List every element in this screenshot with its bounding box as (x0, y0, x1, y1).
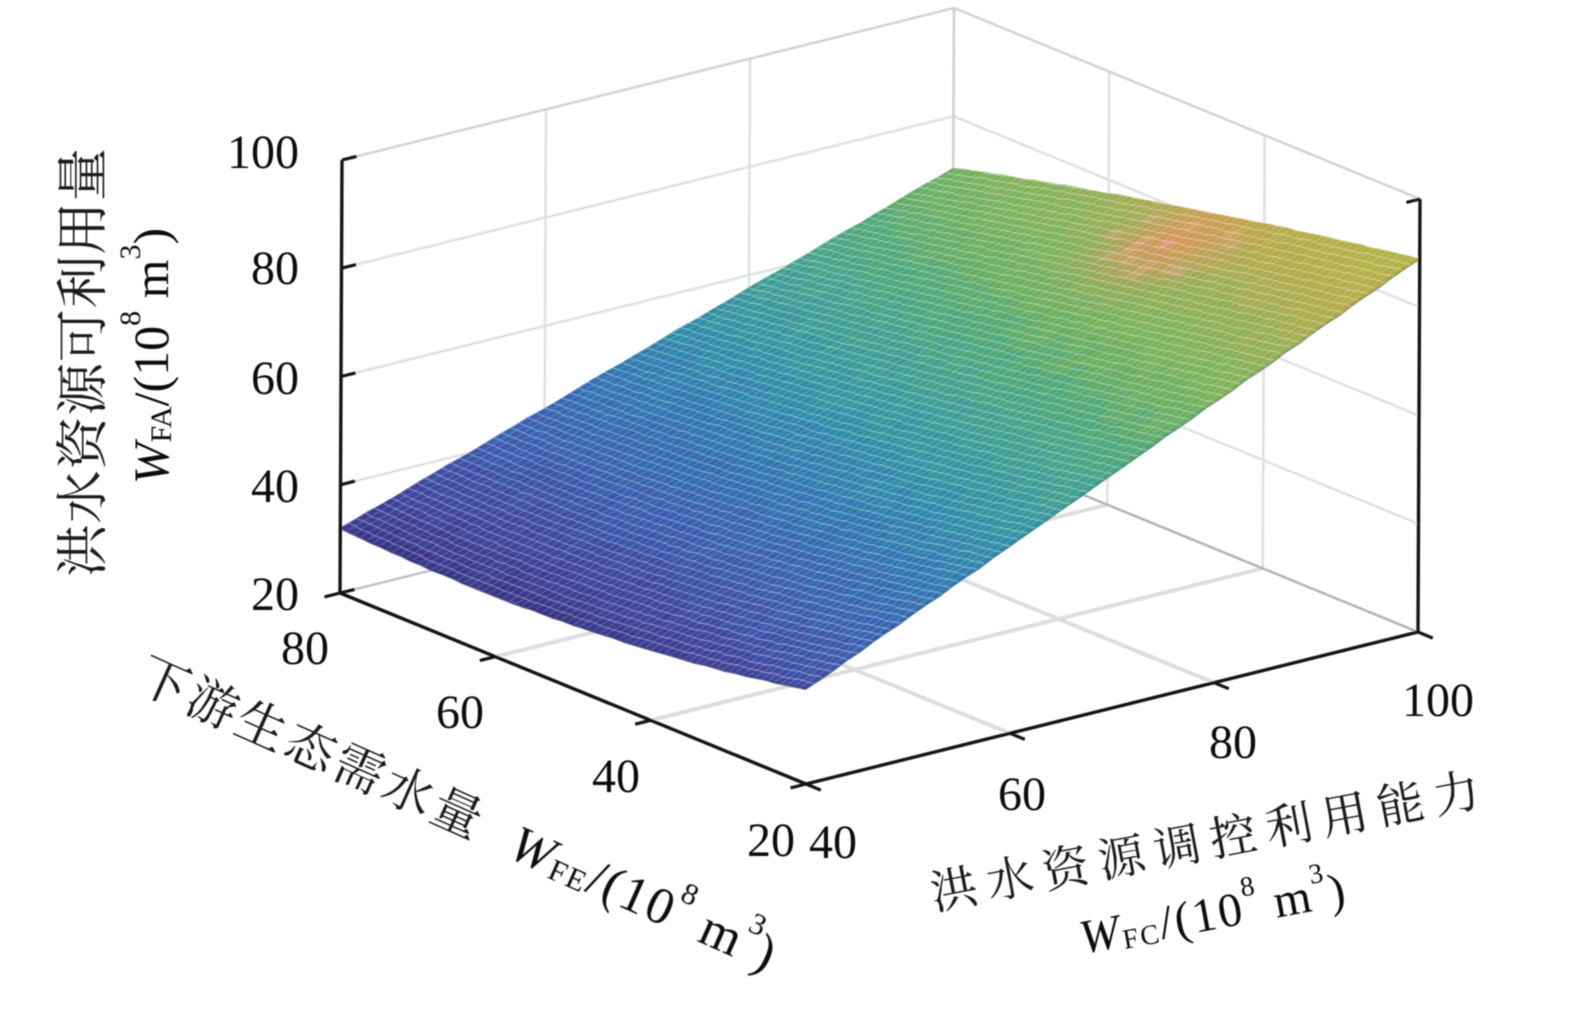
svg-text:60: 60 (251, 352, 299, 405)
svg-text:80: 80 (251, 242, 299, 295)
svg-text:20: 20 (251, 568, 299, 621)
svg-text:WFA/(108 m3): WFA/(108 m3) (114, 228, 179, 484)
svg-text:60: 60 (436, 686, 484, 739)
svg-text:40: 40 (592, 750, 640, 803)
svg-text:100: 100 (1402, 674, 1474, 727)
svg-text:60: 60 (998, 768, 1046, 821)
svg-text:40: 40 (809, 816, 857, 869)
svg-text:80: 80 (1209, 716, 1257, 769)
svg-text:100: 100 (227, 126, 299, 179)
svg-text:40: 40 (251, 460, 299, 513)
svg-text:80: 80 (281, 622, 329, 675)
svg-text:WFC/(108 m3): WFC/(108 m3) (1073, 854, 1351, 964)
svg-text:20: 20 (747, 814, 795, 867)
